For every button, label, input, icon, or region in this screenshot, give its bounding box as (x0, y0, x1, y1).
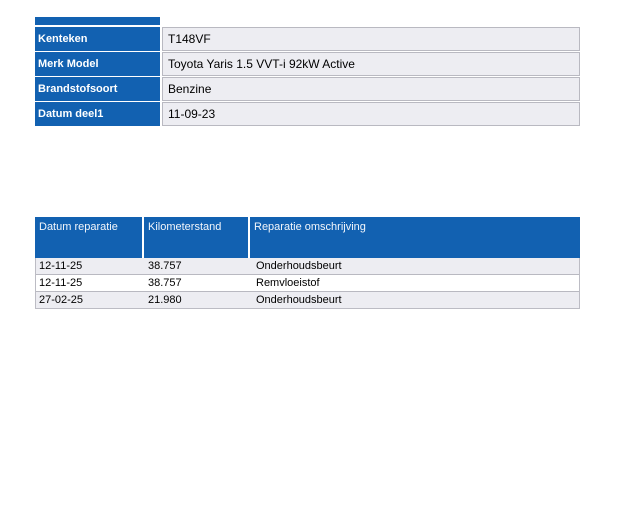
column-header-kilometerstand: Kilometerstand (144, 217, 248, 258)
repair-history-header-row: Datum reparatie Kilometerstand Reparatie… (35, 217, 580, 258)
cell-kilometerstand: 38.757 (148, 260, 182, 272)
column-header-reparatie-omschrijving: Reparatie omschrijving (250, 217, 580, 258)
cell-kilometerstand: 21.980 (148, 294, 182, 306)
repair-history-body: 12-11-25 38.757 Onderhoudsbeurt 12-11-25… (35, 258, 580, 309)
vehicle-info-row-brandstofsoort: Brandstofsoort Benzine (35, 77, 580, 101)
repair-history-table: Datum reparatie Kilometerstand Reparatie… (35, 217, 580, 309)
cell-datum: 12-11-25 (39, 260, 83, 272)
table-row: 27-02-25 21.980 Onderhoudsbeurt (36, 292, 579, 308)
field-label-brandstofsoort: Brandstofsoort (35, 77, 160, 101)
field-value-datum-deel1: 11-09-23 (162, 102, 580, 126)
cell-datum: 27-02-25 (39, 294, 84, 306)
field-value-merk-model: Toyota Yaris 1.5 VVT-i 92kW Active (162, 52, 580, 76)
table-row: 12-11-25 38.757 Remvloeistof (36, 275, 579, 292)
header-strip-label-cell (35, 17, 160, 25)
field-label-merk-model: Merk Model (35, 52, 160, 76)
cell-omschrijving: Onderhoudsbeurt (256, 294, 342, 306)
cell-omschrijving: Remvloeistof (256, 277, 320, 289)
vehicle-info-header-strip (35, 17, 580, 25)
cell-kilometerstand: 38.757 (148, 277, 182, 289)
header-strip-value-cell (160, 17, 580, 25)
field-label-kenteken: Kenteken (35, 27, 160, 51)
vehicle-info-row-datum-deel1: Datum deel1 11-09-23 (35, 102, 580, 126)
cell-datum: 12-11-25 (39, 277, 83, 289)
field-value-kenteken: T148VF (162, 27, 580, 51)
table-row: 12-11-25 38.757 Onderhoudsbeurt (36, 258, 579, 275)
field-value-brandstofsoort: Benzine (162, 77, 580, 101)
vehicle-info-row-merk-model: Merk Model Toyota Yaris 1.5 VVT-i 92kW A… (35, 52, 580, 76)
field-label-datum-deel1: Datum deel1 (35, 102, 160, 126)
vehicle-info-row-kenteken: Kenteken T148VF (35, 27, 580, 51)
cell-omschrijving: Onderhoudsbeurt (256, 260, 342, 272)
column-header-datum-reparatie: Datum reparatie (35, 217, 142, 258)
vehicle-info-table: Kenteken T148VF Merk Model Toyota Yaris … (35, 17, 580, 127)
